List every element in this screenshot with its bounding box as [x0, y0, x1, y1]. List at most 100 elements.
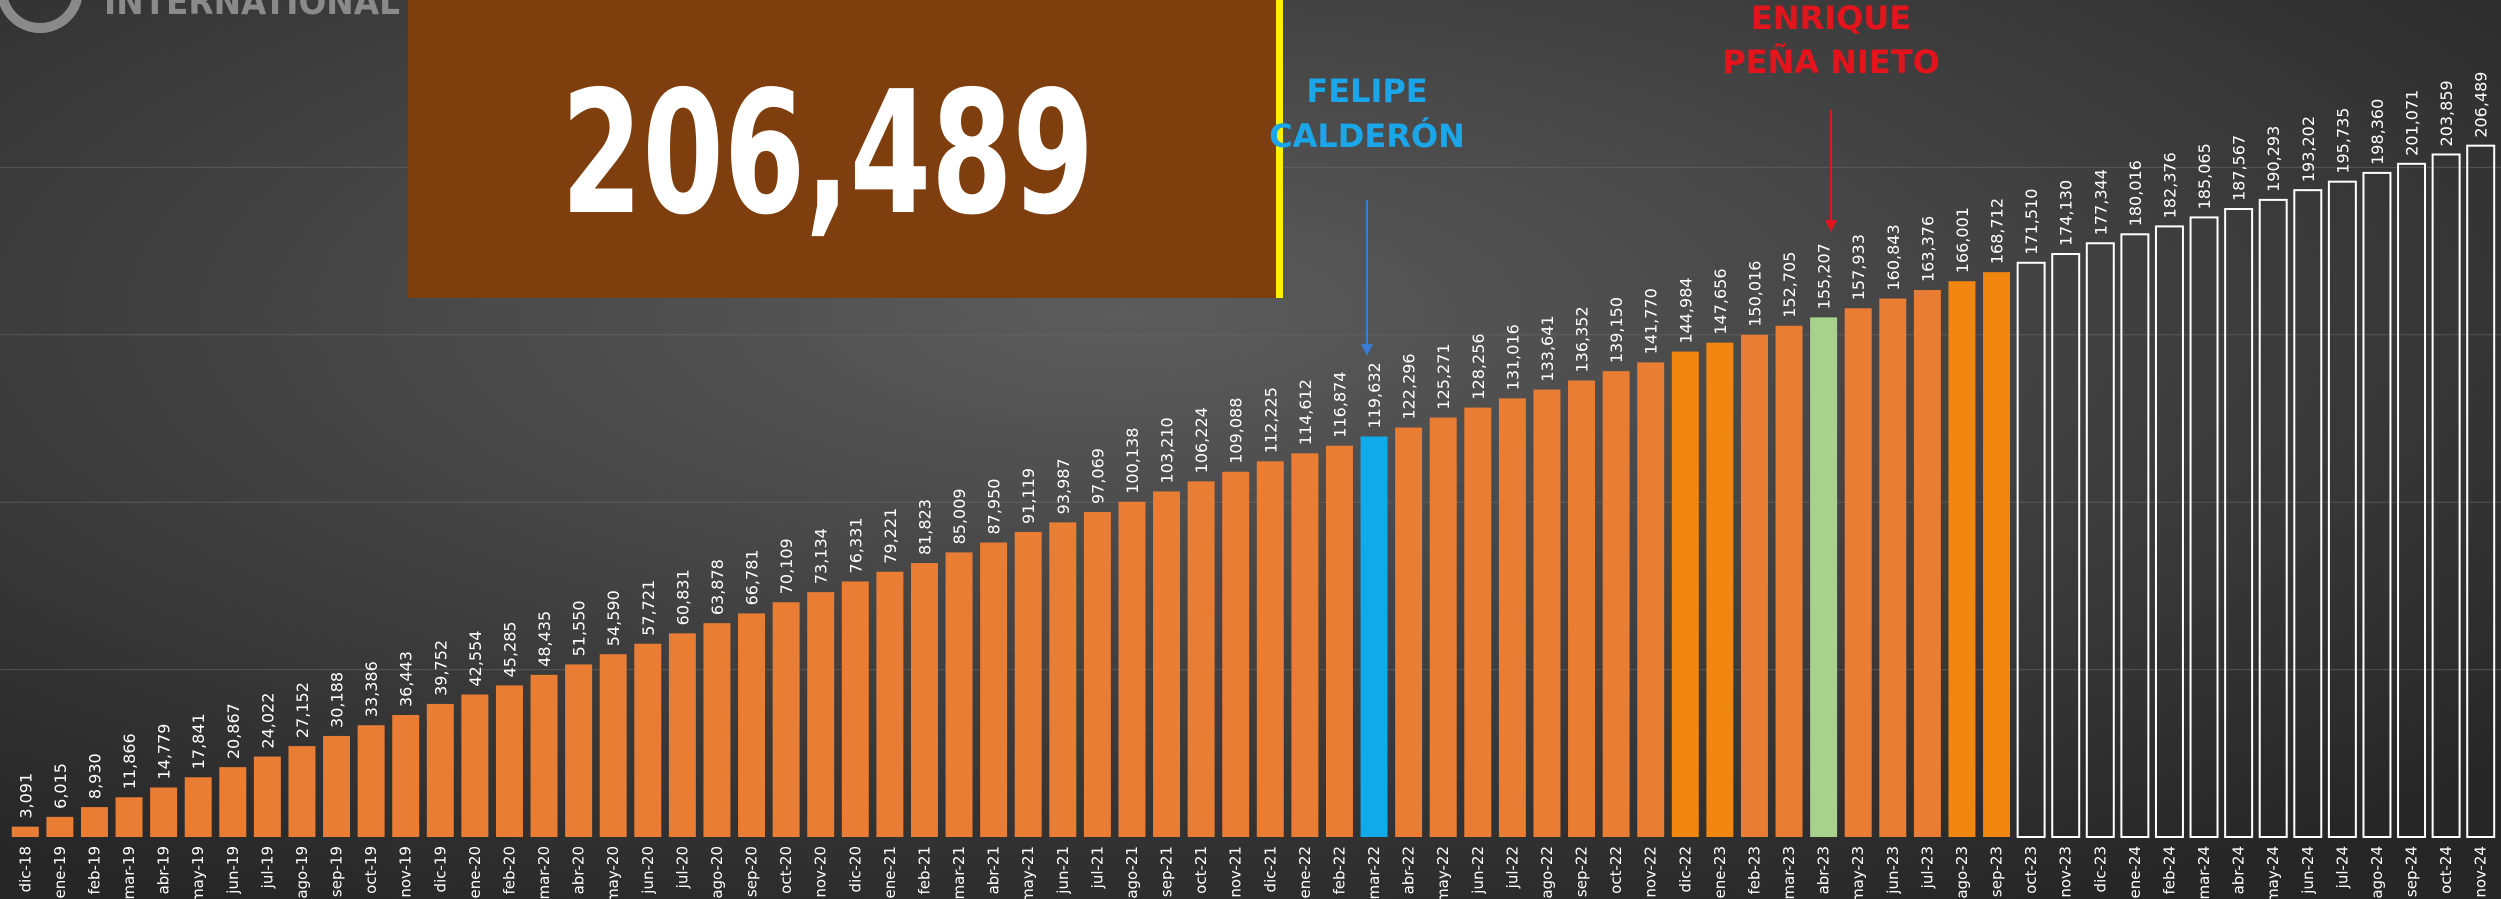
value-label: 133,641	[1538, 315, 1557, 381]
bar	[703, 623, 731, 837]
bar	[1637, 362, 1665, 837]
bar	[634, 643, 662, 837]
x-tick-label: mar-20	[535, 846, 553, 899]
bar	[219, 767, 247, 837]
value-label: 182,376	[2160, 152, 2179, 218]
bar	[1740, 334, 1768, 837]
x-tick-label: jul-21	[1088, 846, 1106, 889]
annotation-arrowhead	[1825, 220, 1837, 232]
bar	[495, 685, 523, 837]
bar	[1879, 298, 1907, 837]
bar	[1568, 380, 1596, 837]
value-label: 3,091	[16, 773, 35, 819]
value-label: 128,256	[1469, 333, 1488, 399]
value-label: 174,130	[2057, 180, 2076, 246]
bar	[1256, 461, 1284, 837]
x-tick-label: nov-21	[1227, 846, 1245, 898]
value-label: 76,331	[846, 517, 865, 573]
value-label: 33,386	[362, 661, 381, 717]
x-tick-label: abr-22	[1400, 846, 1418, 894]
value-label: 116,874	[1330, 372, 1349, 438]
value-label: 125,271	[1434, 343, 1453, 409]
x-tick-label: jun-22	[1469, 846, 1487, 895]
value-label: 141,770	[1642, 288, 1661, 354]
bar	[392, 714, 420, 837]
x-tick-label: feb-22	[1330, 846, 1348, 895]
value-label: 6,015	[51, 763, 70, 809]
x-tick-label: jun-21	[1054, 846, 1072, 895]
x-tick-label: may-23	[1849, 846, 1867, 899]
value-label: 139,150	[1607, 297, 1626, 363]
value-label: 87,950	[985, 479, 1004, 535]
value-label: 39,752	[431, 640, 450, 696]
x-tick-label: mar-21	[950, 846, 968, 899]
x-tick-label: ene-19	[51, 846, 69, 898]
bar	[426, 703, 454, 837]
bar	[2293, 189, 2323, 838]
value-label: 8,930	[85, 753, 104, 799]
x-tick-label: may-20	[604, 846, 622, 899]
value-label: 144,984	[1676, 277, 1695, 343]
x-tick-label: jun-19	[224, 846, 242, 895]
x-tick-label: mar-22	[1365, 846, 1383, 899]
x-tick-label: ago-21	[1123, 846, 1141, 899]
bar	[1810, 317, 1838, 838]
x-tick-label: ene-22	[1296, 846, 1314, 898]
x-tick-label: nov-22	[1642, 846, 1660, 898]
value-label: 54,590	[604, 590, 623, 646]
value-label: 206,489	[2472, 72, 2491, 138]
x-tick-label: oct-19	[362, 846, 380, 894]
x-tick-label: jun-20	[639, 846, 657, 895]
value-label: 45,285	[500, 621, 519, 677]
bar	[150, 787, 178, 837]
value-label: 100,138	[1123, 428, 1142, 494]
bar	[80, 807, 108, 837]
bar	[1498, 398, 1526, 837]
value-label: 70,109	[777, 538, 796, 594]
bar	[1429, 417, 1457, 837]
x-tick-label: mar-23	[1780, 846, 1798, 899]
bar	[115, 797, 143, 837]
value-label: 131,016	[1503, 324, 1522, 390]
value-label: 14,779	[155, 724, 174, 780]
x-tick-label: feb-24	[2160, 846, 2178, 895]
x-tick-label: feb-23	[1745, 846, 1763, 895]
bar	[1049, 522, 1077, 837]
value-label: 73,134	[812, 528, 831, 584]
x-tick-label: may-21	[1019, 846, 1037, 899]
x-tick-label: abr-21	[985, 846, 1003, 894]
x-tick-label: ene-23	[1711, 846, 1729, 898]
x-tick-label: oct-24	[2437, 846, 2455, 894]
headline: 206,489	[561, 55, 1094, 253]
headline-box	[408, 0, 1276, 298]
bar	[1533, 389, 1561, 837]
bar	[530, 674, 558, 837]
value-label: 48,435	[535, 611, 554, 667]
value-label: 85,009	[950, 488, 969, 544]
bar	[184, 777, 212, 837]
value-label: 60,831	[673, 569, 692, 625]
value-label: 177,344	[2091, 169, 2110, 235]
x-tick-label: dic-20	[846, 846, 864, 892]
value-label: 24,022	[258, 693, 277, 749]
x-tick-label: sep-20	[743, 846, 761, 897]
x-tick-label: jun-23	[1884, 846, 1902, 895]
value-label: 190,293	[2264, 126, 2283, 192]
bar	[910, 563, 938, 837]
x-tick-label: dic-22	[1676, 846, 1694, 892]
annotation: CALDERÓN	[1269, 116, 1465, 155]
value-label: 112,225	[1261, 387, 1280, 453]
bar	[1360, 436, 1388, 837]
value-label: 20,867	[224, 703, 243, 759]
logo-mark	[0, 0, 82, 33]
logo-text: INTERNATIONAL	[104, 0, 400, 23]
x-tick-label: sep-24	[2403, 846, 2421, 897]
x-tick-label: oct-20	[777, 846, 795, 894]
bar	[1671, 351, 1699, 837]
bar	[1083, 512, 1111, 837]
annotation-arrowhead	[1361, 344, 1373, 356]
value-label: 147,656	[1711, 268, 1730, 334]
bar	[1775, 325, 1803, 837]
bar	[1464, 407, 1492, 837]
